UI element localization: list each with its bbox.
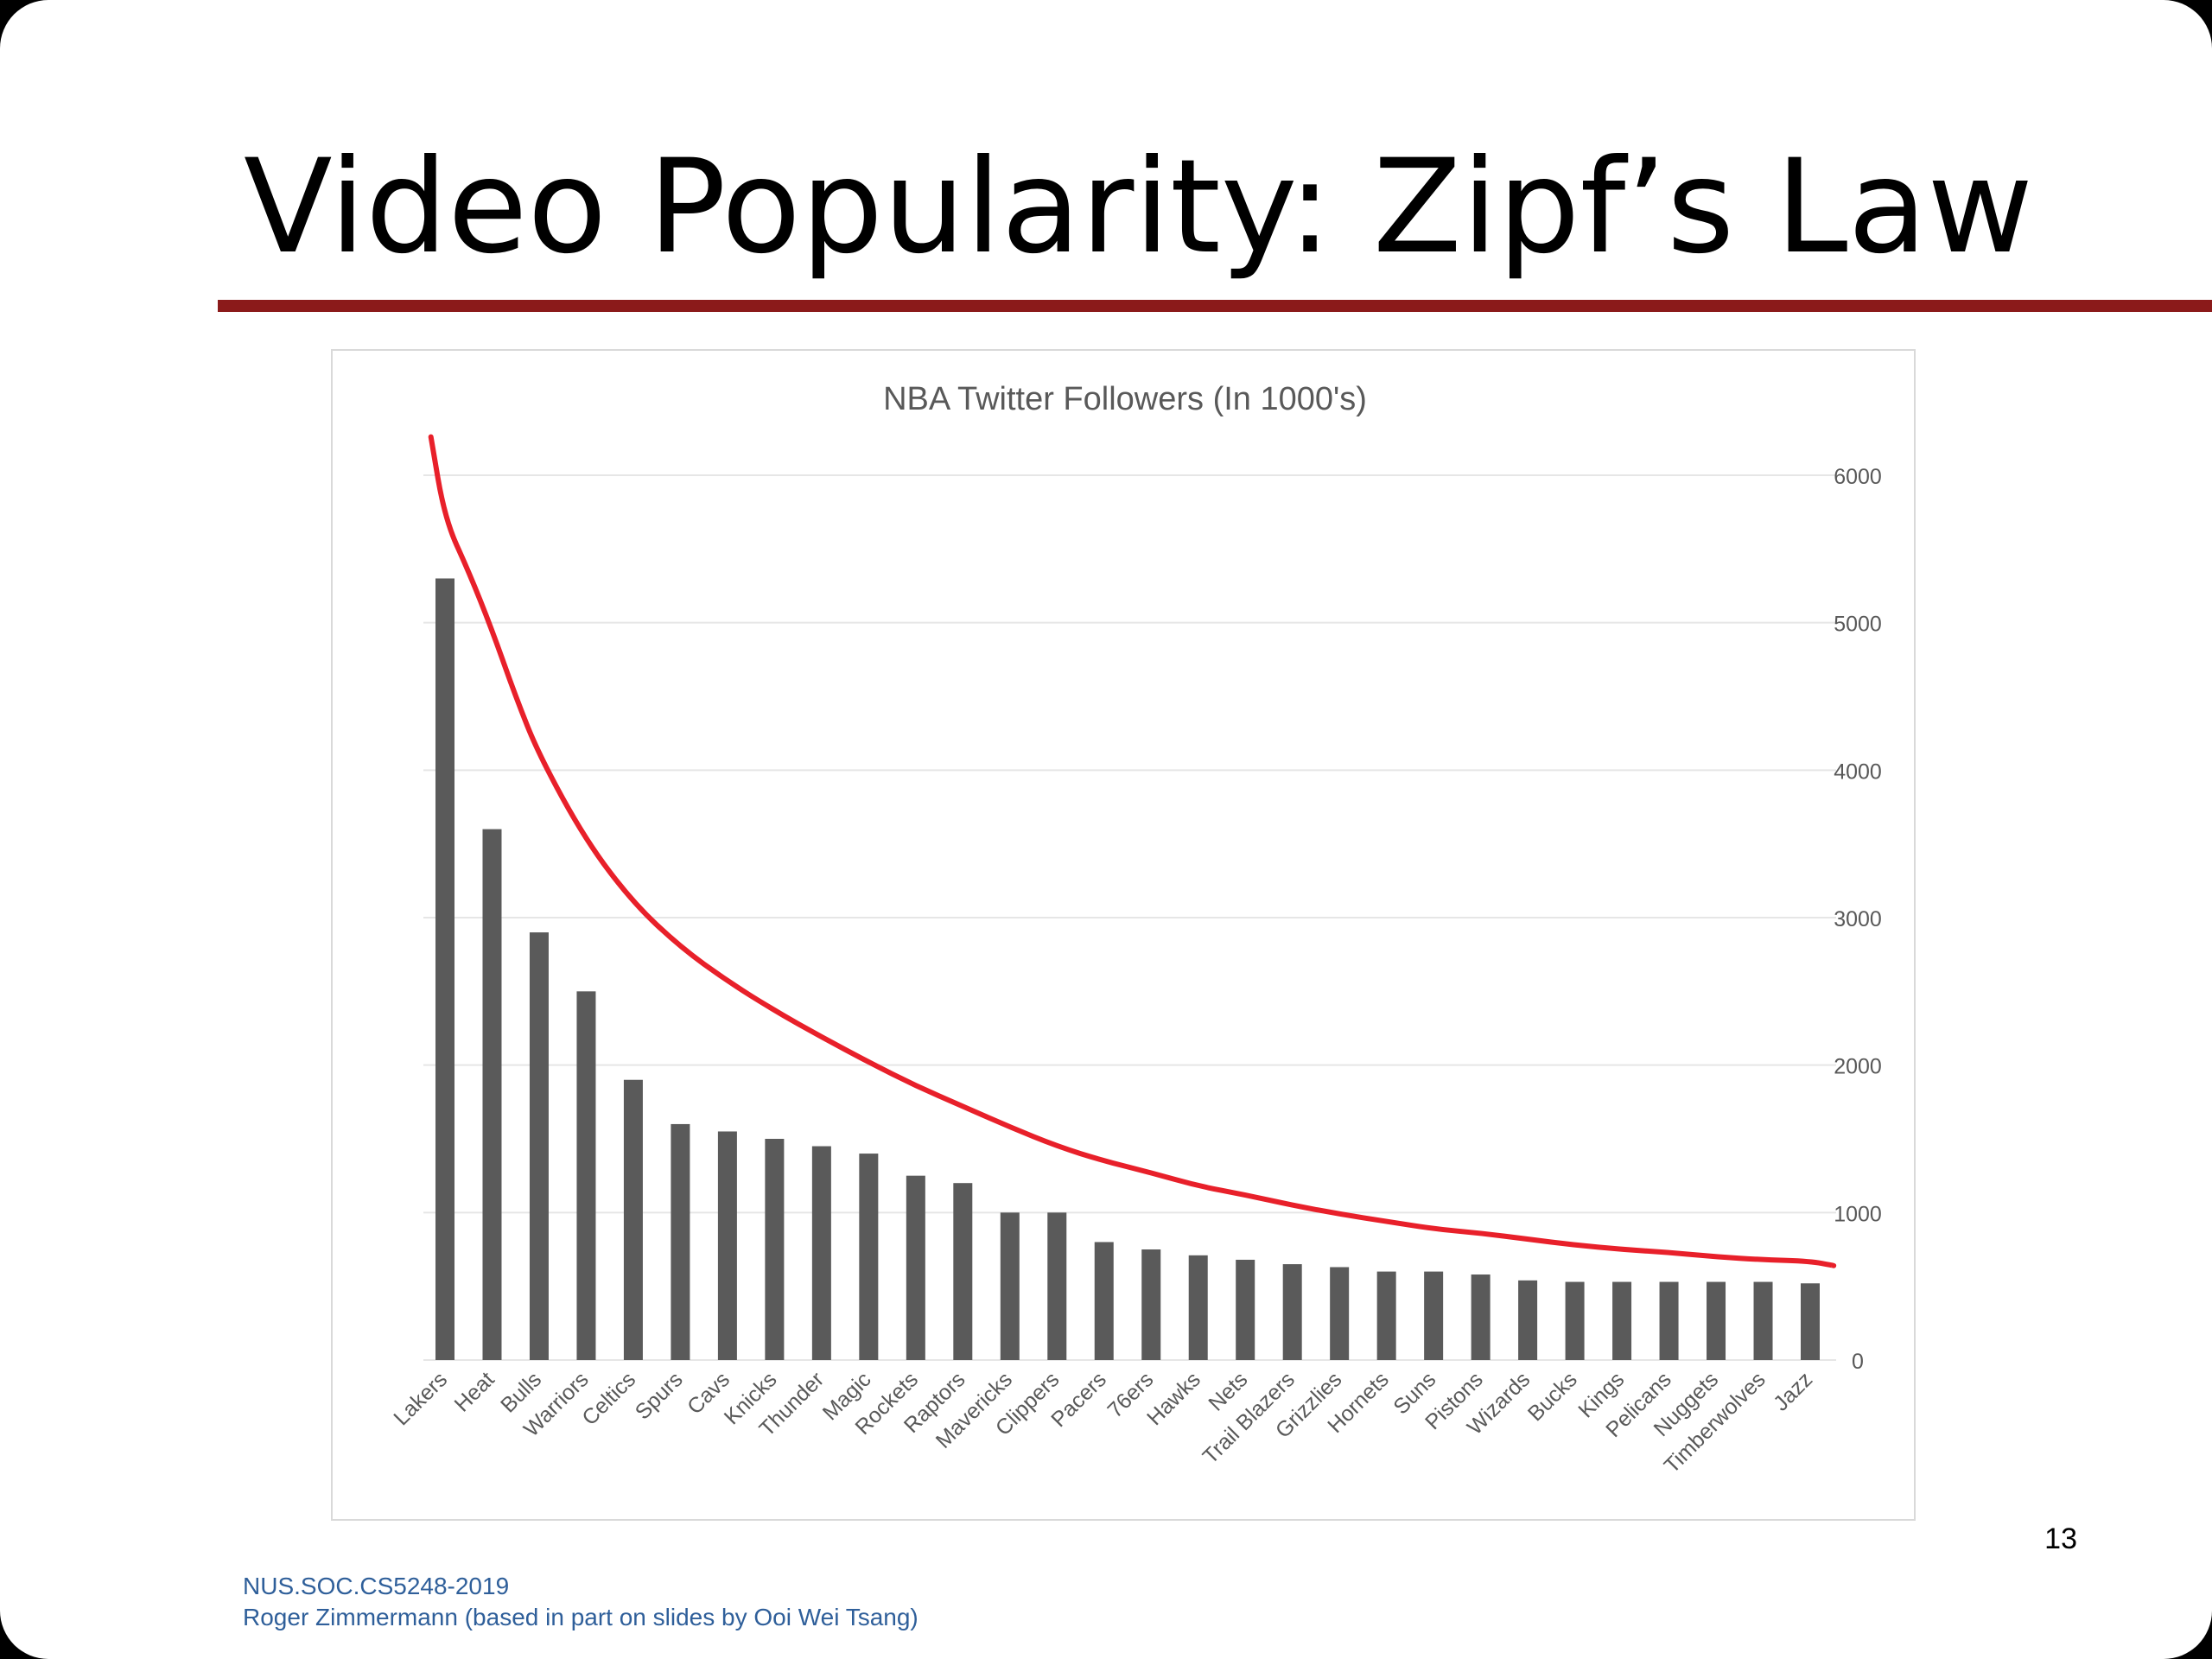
footer: NUS.SOC.CS5248-2019 Roger Zimmermann (ba… [243,1571,918,1633]
slide-title: Video Popularity: Zipf’s Law [244,132,2034,283]
bar-spurs [671,1123,690,1360]
bar-76ers [1141,1249,1161,1360]
bar-hawks [1188,1255,1208,1360]
x-tick-label: Spurs [631,1367,688,1424]
x-tick-label: Celtics [577,1367,640,1430]
x-tick-label: Bucks [1523,1367,1582,1426]
bar-magic [859,1154,879,1360]
bar-bucks [1565,1281,1585,1360]
bar-raptors [953,1183,973,1360]
bar-heat [482,829,502,1360]
y-tick-label: 3000 [1834,907,1882,931]
footer-credit: Roger Zimmermann (based in part on slide… [243,1604,918,1630]
bar-bulls [529,932,549,1360]
gridlines [423,474,1836,1361]
x-tick-label: Hawks [1142,1367,1205,1430]
bar-hornets [1376,1271,1396,1360]
y-tick-label: 0 [1852,1350,1864,1374]
bar-knicks [765,1139,785,1360]
y-tick-label: 1000 [1834,1202,1882,1226]
bar-nuggets [1707,1281,1726,1360]
y-tick-label: 6000 [1834,465,1882,489]
y-tick-label: 5000 [1834,613,1882,637]
bar-mavericks [1000,1212,1020,1360]
x-tick-label: Lakers [389,1367,452,1430]
x-tick-label: Heat [450,1367,499,1416]
bar-jazz [1801,1283,1820,1360]
bar-lakers [435,578,454,1360]
page-number: 13 [2044,1522,2077,1555]
bar-warriors [576,991,596,1360]
bar-nets [1236,1259,1255,1360]
bar-kings [1612,1281,1632,1360]
bar-cavs [717,1131,737,1360]
bar-pistons [1471,1274,1491,1360]
x-tick-label: Jazz [1769,1367,1817,1415]
nba-followers-chart: NBA Twitter Followers (In 1000's) 0 1000 2… [389,381,1882,1478]
bar-trail-blazers [1282,1264,1302,1360]
bar-wizards [1518,1280,1538,1360]
bar-pacers [1094,1242,1114,1360]
chart-frame: NBA Twitter Followers (In 1000's) 0 1000 2… [331,349,1916,1521]
y-axis-ticks: 0 1000 2000 3000 4000 5000 6000 [1834,465,1882,1374]
trend-curve-layer [428,434,1837,1268]
bar-suns [1424,1271,1444,1360]
bar-thunder [811,1146,831,1360]
bar-celtics [623,1079,643,1360]
chart-title: NBA Twitter Followers (In 1000's) [883,381,1367,417]
bar-grizzlies [1330,1267,1350,1360]
bar-rockets [906,1175,925,1360]
title-rule [218,300,2212,312]
bar-pelicans [1659,1281,1679,1360]
y-tick-label: 2000 [1834,1055,1882,1079]
x-axis-ticks: LakersHeatBullsWarriorsCelticsSpursCavsK… [389,1367,1817,1478]
y-tick-label: 4000 [1834,760,1882,784]
bar-timberwolves [1753,1281,1773,1360]
trend-curve [428,434,1837,1268]
footer-course: NUS.SOC.CS5248-2019 [243,1573,510,1599]
bars [435,578,1820,1360]
bar-clippers [1047,1212,1067,1360]
